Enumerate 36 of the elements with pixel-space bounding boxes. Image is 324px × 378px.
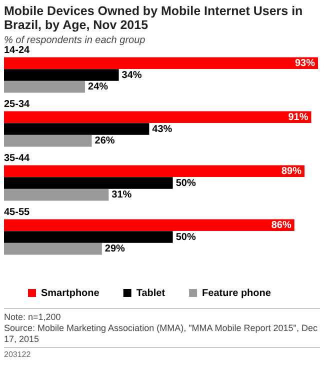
data-label: 24% xyxy=(88,82,108,93)
source-note: Source: Mobile Marketing Association (MMA), "MMA Mobile Report 2015", Dec 17, 2015 xyxy=(4,323,319,345)
data-label: 34% xyxy=(122,70,142,81)
text: 203122 xyxy=(4,347,320,359)
data-label: 26% xyxy=(94,136,115,147)
bar xyxy=(4,123,150,135)
data-label: 89% xyxy=(281,166,302,177)
legend-label: Feature phone xyxy=(202,288,272,299)
data-label: 91% xyxy=(288,112,308,123)
data-label: 31% xyxy=(112,190,132,201)
bar xyxy=(4,135,92,147)
data-label: 29% xyxy=(104,244,126,255)
bar xyxy=(4,57,318,69)
y-tick-label: 14-24 xyxy=(4,45,30,56)
bar xyxy=(4,243,102,255)
bar xyxy=(4,165,304,177)
data-label: 50% xyxy=(176,232,196,243)
bar xyxy=(4,219,294,231)
text: Note: n=1,200 xyxy=(4,312,62,323)
legend-label: Tablet xyxy=(136,288,166,299)
y-tick-label: 25-34 xyxy=(4,99,30,110)
bar xyxy=(4,189,109,201)
bar xyxy=(4,69,119,81)
data-label: 50% xyxy=(176,178,196,189)
y-tick-label: 45-55 xyxy=(4,207,30,218)
chart-title: Mobile Devices Owned by Mobile Internet Users in Brazil, by Age, Nov 2015 xyxy=(4,4,304,32)
chart-subtitle: % of respondents in each group xyxy=(4,35,146,46)
bar xyxy=(4,231,173,243)
bar xyxy=(4,177,173,189)
legend-label: Smartphone xyxy=(41,288,100,299)
y-tick-label: 35-44 xyxy=(4,153,30,164)
bar xyxy=(4,81,86,93)
data-label: 93% xyxy=(294,58,316,69)
data-label: 43% xyxy=(152,124,172,135)
data-label: 86% xyxy=(271,220,292,231)
bar xyxy=(4,111,312,123)
